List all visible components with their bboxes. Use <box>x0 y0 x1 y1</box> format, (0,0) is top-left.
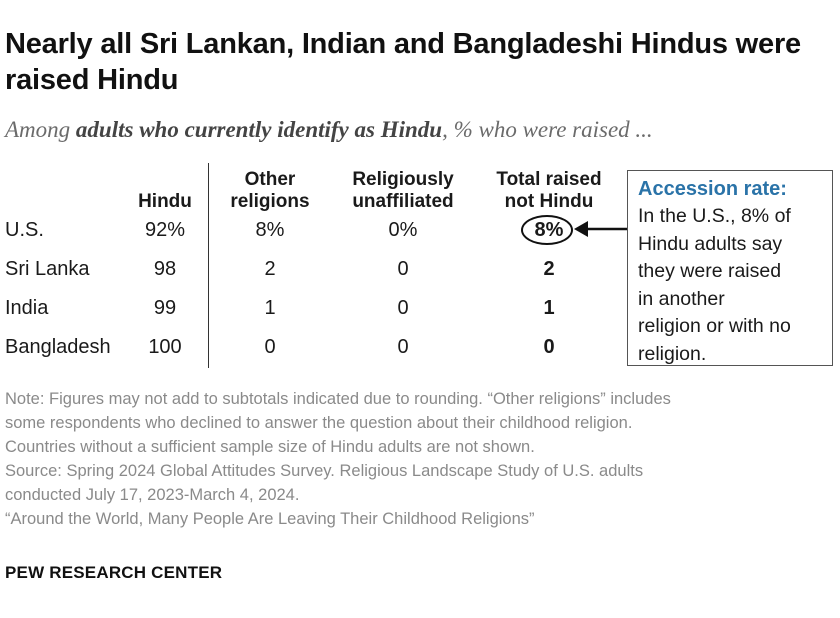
table-cell: 0 <box>397 258 409 280</box>
callout-title: Accession rate: <box>638 178 787 200</box>
callout-body: In the U.S., 8% of Hindu adults say they w… <box>638 203 824 368</box>
table-cell: 8% <box>255 219 285 241</box>
callout-line: in another <box>638 287 725 310</box>
table-cell: 0 <box>397 336 409 358</box>
table-cell: 0 <box>397 297 409 319</box>
table-cell: 0 <box>543 336 555 358</box>
table-cell: 1 <box>264 297 276 319</box>
chart-title: Nearly all Sri Lankan, Indian and Bangla… <box>5 28 801 96</box>
row-label: India <box>5 297 49 319</box>
table-cell: 98 <box>153 258 177 280</box>
table-cell: 100 <box>148 336 182 358</box>
table-cell: 92% <box>144 219 186 241</box>
highlight-circle <box>521 215 573 245</box>
row-label: Bangladesh <box>5 336 111 358</box>
callout-line: In the U.S., 8% of <box>638 205 791 227</box>
table-cell: 99 <box>153 297 177 319</box>
column-header: Religiously unaffiliated <box>352 169 454 212</box>
table-cell: 2 <box>543 258 555 280</box>
row-label: U.S. <box>5 219 44 241</box>
credit: PEW RESEARCH CENTER <box>5 563 223 582</box>
note-line: Source: Spring 2024 Global Attitudes Sur… <box>5 462 644 480</box>
table-cell: 1 <box>543 297 555 319</box>
column-divider <box>208 163 209 368</box>
column-header: Hindu <box>138 191 192 212</box>
note-line: Note: Figures may not add to subtotals i… <box>5 390 671 408</box>
note-text: Note: Figures may not add to subtotals i… <box>5 387 837 531</box>
callout-line: religion or with no <box>638 315 791 337</box>
callout-line: religion. <box>638 342 707 365</box>
callout-line: Hindu adults say <box>638 232 783 255</box>
column-header: Other religions <box>230 169 310 212</box>
subtitle-emphasis: adults who currently identify as Hindu <box>75 117 443 142</box>
subtitle-prefix: Among <box>5 117 76 142</box>
table-cell: 0% <box>388 219 418 241</box>
table-cell: 0 <box>264 336 276 358</box>
table-cell: 2 <box>264 258 276 280</box>
callout-arrow-icon <box>574 221 628 237</box>
subtitle-suffix: , % who were raised ... <box>442 117 653 142</box>
note-line: “Around the World, Many People Are Leavi… <box>5 510 535 528</box>
note-line: conducted July 17, 2023-March 4, 2024. <box>5 486 300 504</box>
note-line: some respondents who declined to answer … <box>5 414 633 432</box>
callout-box: Accession rate: In the U.S., 8% of Hindu … <box>627 170 833 366</box>
note-line: Countries without a sufficient sample si… <box>5 438 535 456</box>
callout-line: they were raised <box>638 260 782 282</box>
column-header: Total raised not Hindu <box>496 169 602 212</box>
chart-subtitle: Among adults who currently identify as H… <box>5 117 835 143</box>
row-label: Sri Lanka <box>5 258 90 280</box>
